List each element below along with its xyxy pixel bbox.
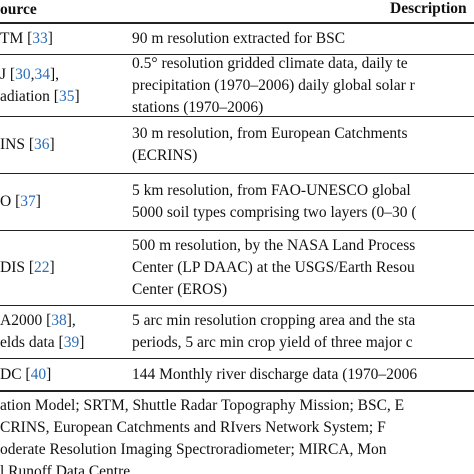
table-cell: DC [40] [0, 359, 124, 390]
rule [0, 230, 474, 231]
rule [0, 22, 474, 24]
cell-line: 90 m resolution extracted for BSC [132, 29, 346, 47]
rule [0, 173, 474, 174]
cell-line: Center (EROS) [132, 281, 228, 298]
table-row: INS [36] 30 m resolution, from European C… [0, 117, 474, 173]
table-cell: J [30,34], adiation [35] [0, 55, 124, 116]
cell-line: 144 Monthly river discharge data (1970–2… [132, 365, 418, 383]
header-row: ource Description [0, 0, 474, 22]
table-cell: 30 m resolution, from European Catchment… [124, 117, 474, 173]
cell-line: stations (1970–2006) [132, 98, 264, 116]
cell-line: 0.5° resolution gridded climate data, da… [132, 54, 408, 72]
table-cell: 500 m resolution, by the NASA Land Proce… [124, 231, 474, 305]
footnote-line: oderate Resolution Imaging Spectroradiom… [0, 441, 387, 458]
cell-line: 5000 soil types comprising two layers (0… [132, 204, 417, 221]
cell-line: DIS [22] [0, 259, 55, 276]
cell-line: INS [36] [0, 136, 55, 153]
cell-line: 30 m resolution, from European Catchment… [132, 125, 408, 142]
cell-line: (ECRINS) [132, 147, 198, 164]
cell-line: 5 arc min resolution cropping area and t… [132, 312, 416, 329]
cell-line: 5 km resolution, from FAO-UNESCO global [132, 182, 411, 199]
table-cell: TM [33] [0, 23, 124, 54]
cell-line: O [37] [0, 193, 41, 210]
cell-line: J [30,34], [0, 65, 59, 83]
footnote-line: CRINS, European Catchments and RIvers Ne… [0, 419, 386, 436]
header-cell: ource [0, 1, 37, 18]
rule [0, 390, 474, 392]
cell-line: 500 m resolution, by the NASA Land Proce… [132, 237, 416, 254]
cell-line: elds data [39] [0, 334, 85, 351]
table-row: J [30,34], adiation [35] 0.5° resolution g… [0, 55, 474, 116]
table-row: A2000 [38], elds data [39] 5 arc min resol… [0, 306, 474, 358]
table-cell: 144 Monthly river discharge data (1970–2… [124, 359, 474, 390]
table-cell: A2000 [38], elds data [39] [0, 306, 124, 358]
rule [0, 358, 474, 359]
cell-line: Center (LP DAAC) at the USGS/Earth Resou [132, 259, 415, 276]
table-cell: INS [36] [0, 117, 124, 173]
cell-line: TM [33] [0, 29, 53, 47]
cell-line: periods, 5 arc min crop yield of three m… [132, 334, 413, 351]
cell-line: A2000 [38], [0, 312, 76, 329]
table-cell: O [37] [0, 174, 124, 230]
table-row: DC [40] 144 Monthly river discharge data … [0, 359, 474, 390]
table-row: TM [33] 90 m resolution extracted for BSC [0, 23, 474, 54]
rule [0, 116, 474, 117]
cell-line: adiation [35] [0, 87, 80, 105]
table-cell: 5 arc min resolution cropping area and t… [124, 306, 474, 358]
table-cell: 0.5° resolution gridded climate data, da… [124, 55, 474, 116]
footnote-line: l Runoff Data Centre. [0, 463, 135, 474]
rule [0, 54, 474, 55]
rule [0, 305, 474, 306]
cell-line: DC [40] [0, 365, 52, 383]
table-row: O [37] 5 km resolution, from FAO-UNESCO g… [0, 174, 474, 230]
cell-line: precipitation (1970–2006) daily global s… [132, 76, 415, 94]
header-cell: Description [390, 0, 467, 17]
table-cell: DIS [22] [0, 231, 124, 305]
footnote-line: ation Model; SRTM, Shuttle Radar Topogra… [0, 397, 405, 414]
table-cell: 90 m resolution extracted for BSC [124, 23, 474, 54]
table-row: DIS [22] 500 m resolution, by the NASA La… [0, 231, 474, 305]
table-cell: 5 km resolution, from FAO-UNESCO global 5… [124, 174, 474, 230]
